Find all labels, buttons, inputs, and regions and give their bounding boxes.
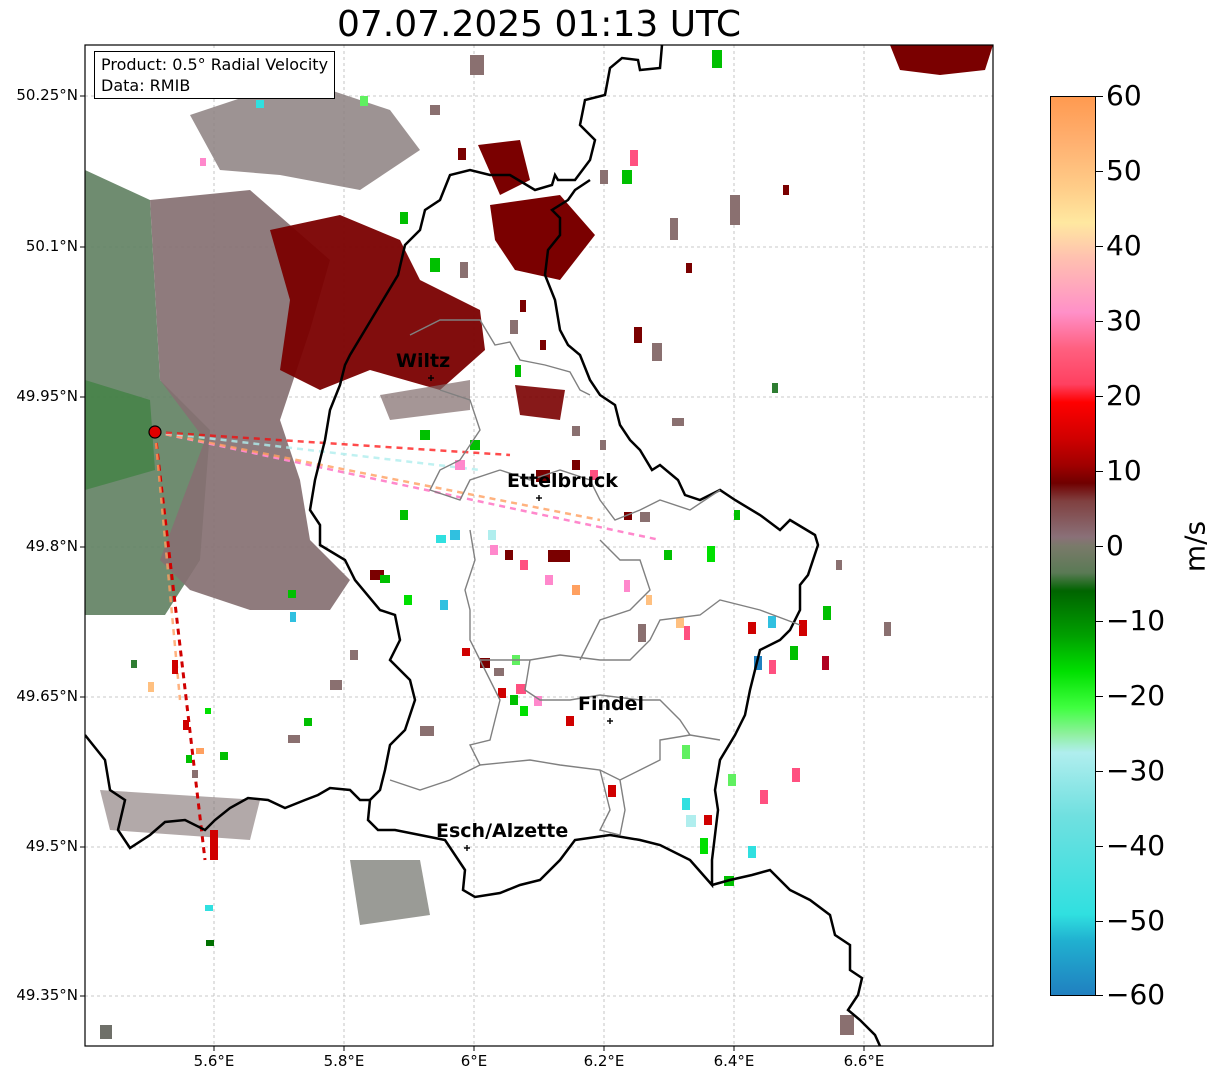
- scattered-pixels: [100, 50, 891, 1039]
- radar-echoes: [85, 45, 993, 925]
- colorbar-tick-label: −40: [1106, 829, 1166, 862]
- city-label-esch-alzette: Esch/Alzette: [436, 820, 569, 842]
- national-border: [308, 45, 820, 899]
- radar-site-marker: [148, 425, 162, 439]
- east-border: [711, 868, 882, 1046]
- grey-cluster-south: [350, 860, 430, 925]
- colorbar-tick-label: −60: [1106, 978, 1166, 1011]
- lon-tick-label: 6.6°E: [843, 1052, 885, 1070]
- plot-frame: [84, 44, 994, 1047]
- canton-borders: [389, 319, 801, 836]
- lat-tick-label: 49.8°N: [25, 537, 78, 555]
- colorbar-tick-label: −10: [1106, 604, 1166, 637]
- lon-tick-label: 5.6°E: [193, 1052, 235, 1070]
- near-radar-green-area: [85, 170, 210, 615]
- city-label-findel: Findel: [578, 693, 645, 715]
- lon-tick-label: 6.2°E: [583, 1052, 625, 1070]
- green-approaching-core: [85, 380, 155, 490]
- lat-tick-label: 49.35°N: [16, 986, 78, 1004]
- colorbar-unit-label: m/s: [1178, 520, 1207, 573]
- data-source-label: Data: RMIB: [101, 76, 191, 95]
- receding-cell-center: [515, 385, 565, 420]
- lat-tick-label: 49.5°N: [25, 837, 78, 855]
- receding-core-north: [478, 140, 530, 195]
- city-label-ettelbruck: Ettelbruck: [507, 470, 618, 492]
- northern-grey-fringe: [190, 90, 420, 190]
- product-info-box: Product: 0.5° Radial Velocity Data: RMIB: [94, 51, 336, 99]
- product-label: Product: 0.5° Radial Velocity: [101, 55, 329, 74]
- colorbar-tick-label: −20: [1106, 679, 1166, 712]
- map-title: 07.07.2025 01:13 UTC: [336, 4, 742, 45]
- receding-core-west: [270, 215, 485, 390]
- colorbar-tick-label: 60: [1106, 79, 1142, 112]
- receding-core-northeast: [490, 195, 595, 280]
- colorbar-tick-label: 30: [1106, 304, 1142, 337]
- grey-cluster-wiltz: [380, 380, 470, 420]
- receding-core-corner: [890, 45, 993, 75]
- lat-tick-label: 50.25°N: [16, 86, 78, 104]
- west-border: [85, 734, 370, 850]
- colorbar-tick-label: −50: [1106, 904, 1166, 937]
- radar-rays: [153, 430, 661, 861]
- lon-tick-label: 6°E: [460, 1052, 488, 1070]
- colorbar-tick-label: 40: [1106, 229, 1142, 262]
- grey-cluster-southwest: [100, 790, 260, 840]
- colorbar-tick-label: 50: [1106, 154, 1142, 187]
- colorbar-tick-label: −30: [1106, 754, 1166, 787]
- colorbar-tick-label: 0: [1106, 529, 1124, 562]
- lon-tick-label: 5.8°E: [323, 1052, 365, 1070]
- velocity-colorbar: [1050, 96, 1096, 996]
- lat-tick-label: 50.1°N: [25, 237, 78, 255]
- colorbar-tick-label: 10: [1106, 454, 1142, 487]
- colorbar-tick-label: 20: [1106, 379, 1142, 412]
- city-markers: [428, 375, 613, 851]
- lat-tick-label: 49.65°N: [16, 687, 78, 705]
- city-label-wiltz: Wiltz: [396, 350, 451, 372]
- lat-tick-label: 49.95°N: [16, 387, 78, 405]
- lon-tick-label: 6.4°E: [713, 1052, 755, 1070]
